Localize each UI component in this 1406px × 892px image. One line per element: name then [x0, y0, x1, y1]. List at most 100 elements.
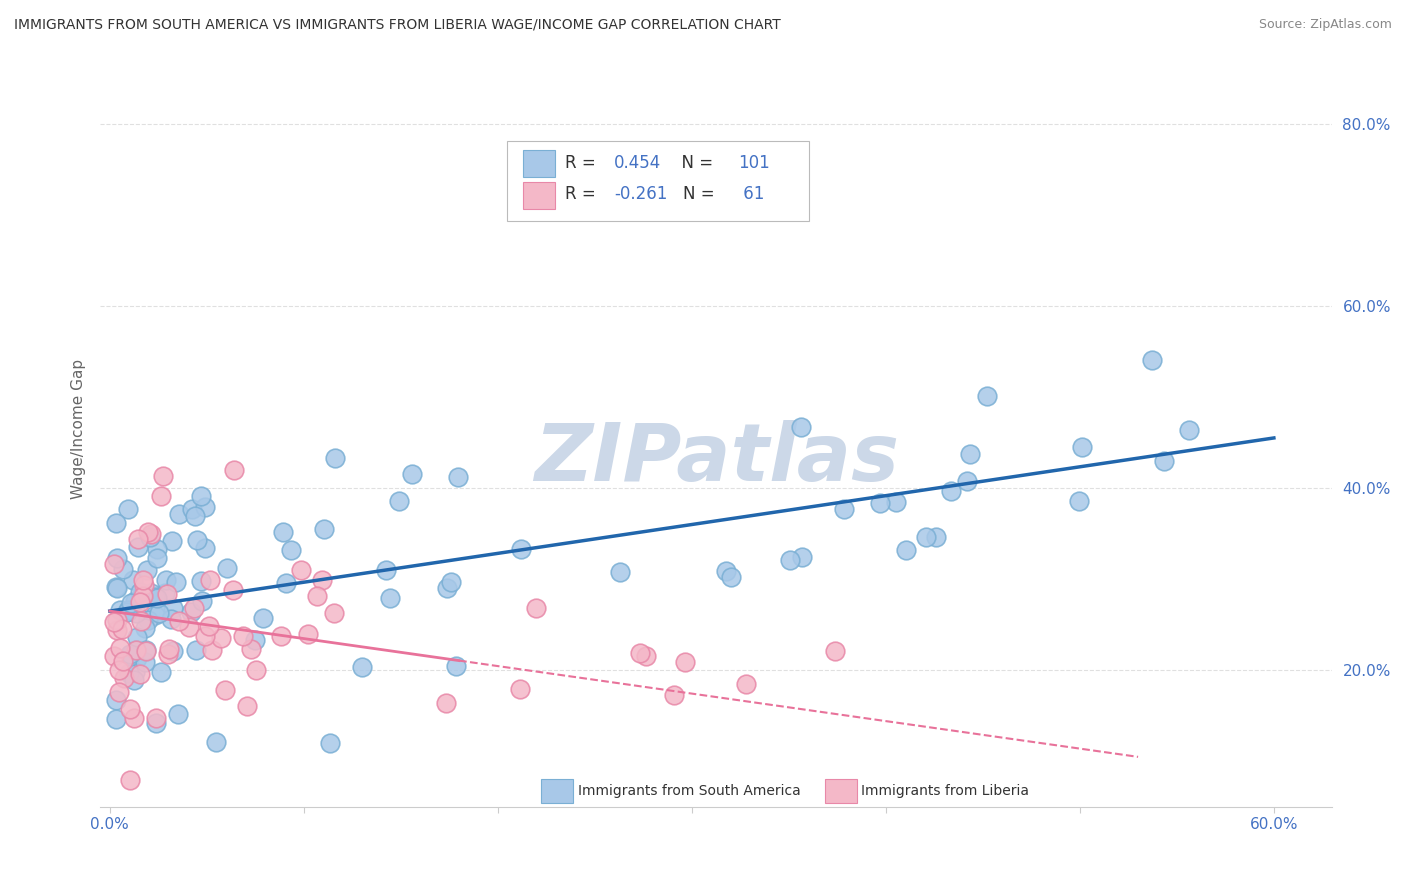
- Point: [155, 586, 177, 600]
- Point: [194, 629, 217, 643]
- Point: [186, 643, 208, 657]
- Point: [186, 533, 208, 548]
- Point: [146, 591, 169, 606]
- Point: [167, 508, 190, 522]
- Point: [134, 656, 156, 670]
- Point: [790, 549, 813, 564]
- Point: [869, 496, 891, 510]
- Point: [824, 644, 846, 658]
- Point: [134, 621, 156, 635]
- Point: [1153, 453, 1175, 467]
- Point: [131, 614, 153, 628]
- Text: ZIPatlas: ZIPatlas: [534, 420, 898, 498]
- Point: [162, 644, 184, 658]
- Point: [436, 696, 458, 710]
- Point: [105, 623, 128, 637]
- Point: [401, 467, 423, 482]
- Point: [239, 642, 262, 657]
- Text: N =: N =: [683, 186, 720, 203]
- Point: [832, 502, 855, 516]
- Point: [162, 601, 184, 615]
- Point: [915, 531, 938, 545]
- Point: [105, 613, 128, 627]
- Point: [184, 509, 207, 524]
- Text: N =: N =: [671, 154, 718, 172]
- Point: [209, 632, 232, 646]
- Point: [104, 580, 127, 594]
- Point: [270, 629, 292, 643]
- Point: [132, 590, 155, 604]
- Point: [120, 702, 142, 716]
- Point: [108, 663, 131, 677]
- Point: [509, 682, 531, 697]
- Point: [125, 643, 148, 657]
- Point: [959, 447, 981, 461]
- Point: [125, 643, 148, 657]
- Point: [609, 565, 631, 579]
- Point: [104, 516, 127, 531]
- Point: [110, 603, 132, 617]
- Point: [104, 693, 127, 707]
- Point: [194, 541, 217, 556]
- Point: [252, 611, 274, 625]
- Point: [125, 651, 148, 665]
- Point: [117, 502, 139, 516]
- Point: [139, 526, 162, 541]
- Point: [201, 643, 224, 657]
- Text: R =: R =: [565, 154, 600, 172]
- Point: [120, 772, 142, 787]
- Point: [280, 543, 302, 558]
- Point: [198, 619, 221, 633]
- Point: [181, 502, 204, 516]
- Point: [222, 463, 245, 477]
- Point: [510, 541, 533, 556]
- FancyBboxPatch shape: [523, 181, 555, 209]
- Point: [243, 633, 266, 648]
- Point: [122, 573, 145, 587]
- Point: [183, 601, 205, 615]
- Point: [112, 562, 135, 576]
- Point: [157, 648, 180, 662]
- Point: [271, 524, 294, 539]
- Point: [152, 469, 174, 483]
- Point: [323, 606, 346, 620]
- Point: [124, 594, 146, 608]
- Point: [307, 589, 329, 603]
- Point: [107, 685, 129, 699]
- Point: [150, 665, 173, 679]
- Point: [103, 648, 125, 663]
- Point: [157, 641, 180, 656]
- Point: [141, 586, 163, 600]
- Point: [122, 673, 145, 687]
- Point: [673, 655, 696, 669]
- Point: [117, 605, 139, 619]
- Point: [117, 602, 139, 616]
- Point: [524, 600, 547, 615]
- Point: [139, 530, 162, 544]
- Point: [105, 551, 128, 566]
- Point: [436, 581, 458, 595]
- Point: [939, 484, 962, 499]
- Point: [214, 682, 236, 697]
- Point: [662, 688, 685, 702]
- Point: [440, 574, 463, 589]
- Point: [325, 451, 347, 466]
- Point: [925, 531, 948, 545]
- Point: [976, 389, 998, 403]
- Point: [190, 490, 212, 504]
- Point: [447, 470, 470, 484]
- Point: [111, 623, 134, 637]
- Point: [108, 640, 131, 655]
- Point: [120, 596, 142, 610]
- Point: [222, 582, 245, 597]
- Point: [312, 522, 335, 536]
- Point: [125, 630, 148, 644]
- Point: [155, 574, 177, 588]
- Point: [125, 606, 148, 620]
- Point: [194, 500, 217, 515]
- FancyBboxPatch shape: [506, 142, 808, 221]
- Point: [165, 574, 187, 589]
- Point: [720, 570, 742, 584]
- Point: [131, 588, 153, 602]
- Point: [118, 648, 141, 663]
